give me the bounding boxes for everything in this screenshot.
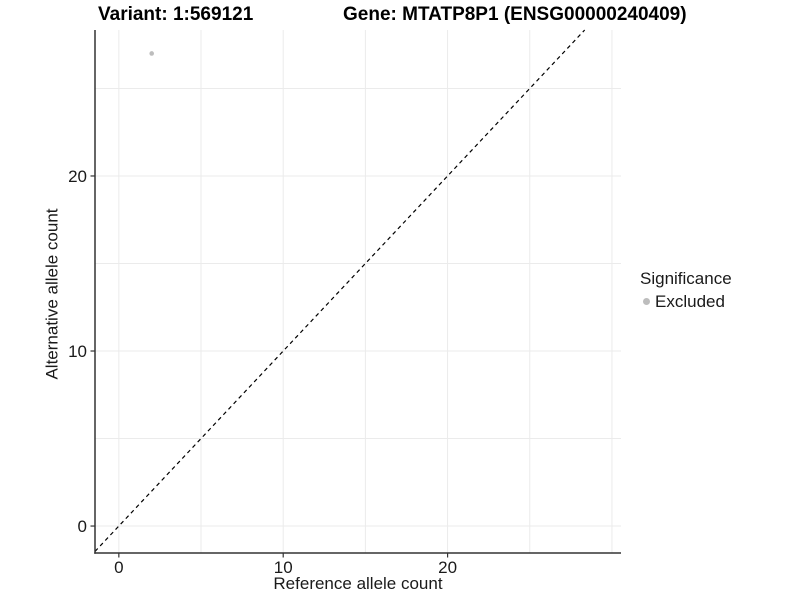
legend-title: Significance bbox=[640, 269, 732, 288]
y-axis-title: Alternative allele count bbox=[42, 208, 62, 380]
legend-point-icon bbox=[643, 298, 650, 305]
legend-item-excluded: Excluded bbox=[640, 291, 732, 312]
data-point bbox=[149, 51, 155, 56]
gene-title: Gene: MTATP8P1 (ENSG00000240409) bbox=[343, 4, 687, 25]
y-tick-label: 0 bbox=[78, 517, 87, 536]
x-tick-label: 10 bbox=[274, 558, 293, 577]
legend-item-label: Excluded bbox=[655, 292, 725, 311]
x-tick-label: 0 bbox=[114, 558, 123, 577]
variant-title: Variant: 1:569121 bbox=[98, 4, 254, 25]
y-tick-label: 20 bbox=[68, 167, 87, 186]
y-tick-label: 10 bbox=[68, 342, 87, 361]
legend: Significance Excluded bbox=[640, 268, 732, 312]
x-tick-label: 20 bbox=[438, 558, 457, 577]
x-axis-title: Reference allele count bbox=[273, 574, 443, 593]
identity-reference-line bbox=[94, 29, 586, 552]
